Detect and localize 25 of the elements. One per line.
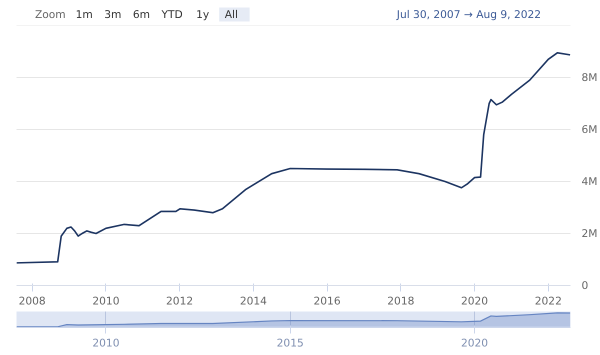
text: All <box>224 8 238 21</box>
x-tick-label: 2012 <box>166 294 194 308</box>
x-tick-label: 2015 <box>276 336 304 350</box>
x-tick-label: 2008 <box>18 294 46 308</box>
x-tick-label: 2022 <box>534 294 562 308</box>
y-tick-label: 4M <box>582 175 598 188</box>
text: 3m <box>104 8 122 21</box>
text: 1y <box>196 8 210 21</box>
x-tick-label: 2014 <box>240 294 268 308</box>
text: 6m <box>132 8 150 21</box>
x-tick-label: 2018 <box>387 294 415 308</box>
text: Jul 30, 2007 → Aug 9, 2022 <box>396 8 542 21</box>
text: Zoom <box>34 8 66 21</box>
x-tick-label: 2010 <box>92 294 120 308</box>
y-tick-label: 0 <box>582 279 588 292</box>
line-series <box>16 52 570 264</box>
y-tick-label: 6M <box>582 123 598 136</box>
x-tick-label: 2020 <box>460 294 488 308</box>
text: 1m <box>76 8 93 21</box>
y-tick-label: 2M <box>582 227 598 240</box>
y-tick-label: 8M <box>582 71 598 84</box>
x-tick-label: 2020 <box>460 336 488 350</box>
x-tick-label: 2010 <box>92 336 120 350</box>
text: YTD <box>160 8 183 21</box>
x-tick-label: 2016 <box>314 294 341 308</box>
